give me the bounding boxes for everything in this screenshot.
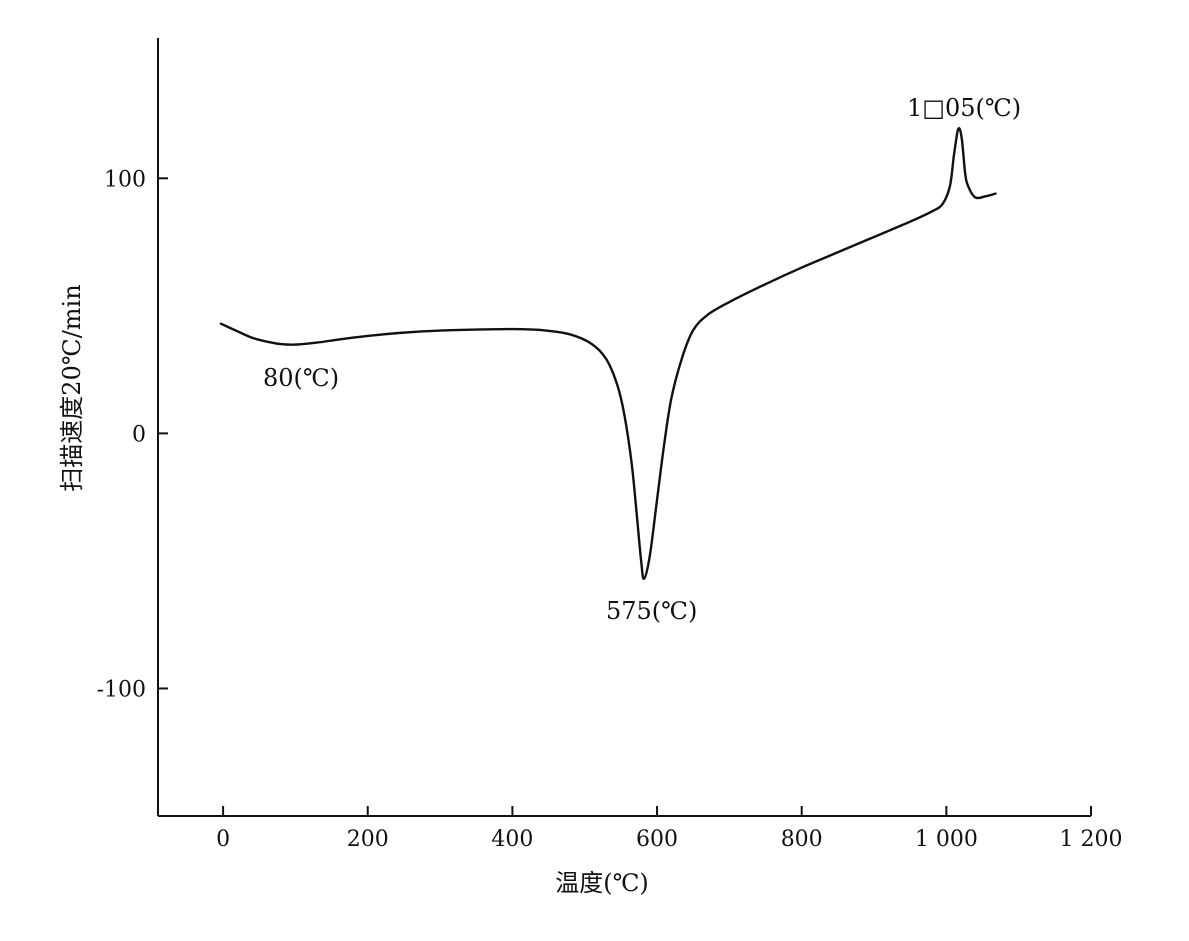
annotation-575: 575(℃)	[606, 597, 697, 625]
series-layer	[219, 127, 997, 580]
y-tick-label: -100	[97, 677, 146, 702]
annotation-1005: 1□05(℃)	[907, 94, 1021, 122]
x-tick-label: 1 000	[915, 827, 978, 852]
x-tick-label: 400	[491, 827, 533, 852]
y-axis-title: 扫描速度20℃/min	[58, 284, 86, 491]
y-axis-ticks: 100 0 -100	[97, 167, 168, 702]
y-tick-label: 0	[132, 422, 146, 447]
x-tick-label: 200	[347, 827, 389, 852]
x-tick-label: 0	[216, 827, 230, 852]
annotation-80: 80(℃)	[263, 364, 339, 392]
dsc-curve	[219, 127, 997, 580]
x-tick-label: 600	[636, 827, 678, 852]
y-tick-label: 100	[104, 167, 146, 192]
x-tick-label: 1 200	[1060, 827, 1123, 852]
x-tick-label: 800	[781, 827, 823, 852]
x-axis-ticks: 0 200 400 600 800 1 000 1 200	[216, 806, 1122, 852]
x-axis-title: 温度(℃)	[555, 869, 649, 897]
